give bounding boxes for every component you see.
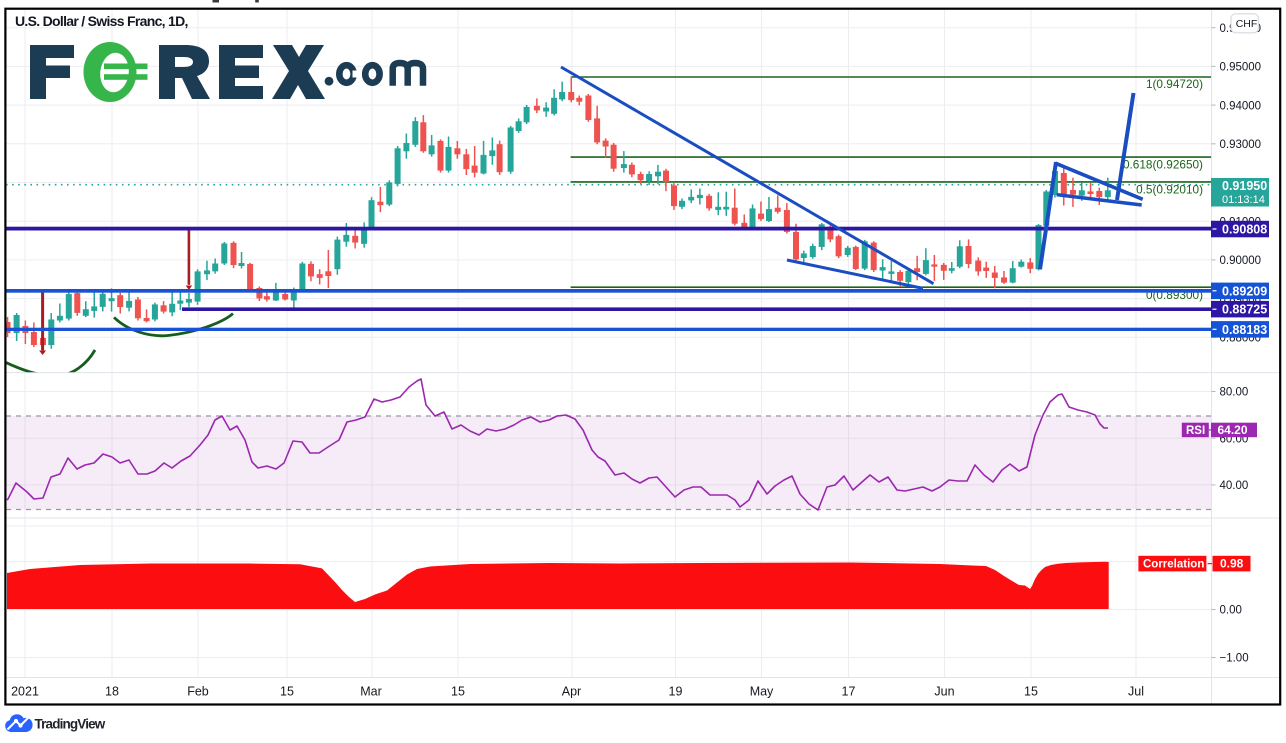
- svg-text:Jul: Jul: [1128, 685, 1144, 699]
- svg-text:0.94000: 0.94000: [1220, 100, 1262, 112]
- svg-text:15: 15: [451, 685, 465, 699]
- svg-text:0.00: 0.00: [1220, 605, 1242, 617]
- svg-text:Correlation: Correlation: [1143, 559, 1204, 571]
- svg-text:15: 15: [280, 685, 294, 699]
- svg-text:64.20: 64.20: [1218, 423, 1248, 437]
- svg-text:0.618(0.92650): 0.618(0.92650): [1123, 158, 1203, 172]
- svg-text:TradingView: TradingView: [35, 717, 106, 732]
- svg-text:01:13:14: 01:13:14: [1222, 194, 1265, 206]
- svg-text:1(0.94720): 1(0.94720): [1146, 77, 1203, 91]
- svg-text:0.98: 0.98: [1220, 557, 1244, 571]
- svg-text:May: May: [750, 685, 774, 699]
- svg-text:17: 17: [842, 685, 856, 699]
- svg-text:0.89209: 0.89209: [1222, 284, 1267, 298]
- svg-text:−1.00: −1.00: [1220, 653, 1249, 665]
- svg-text:18: 18: [105, 685, 119, 699]
- svg-text:80.00: 80.00: [1220, 387, 1249, 399]
- svg-text:15: 15: [1024, 685, 1038, 699]
- svg-text:40.00: 40.00: [1220, 480, 1249, 492]
- svg-text:0.91950: 0.91950: [1222, 179, 1267, 193]
- svg-text:Apr: Apr: [562, 685, 581, 699]
- svg-text:0.93000: 0.93000: [1220, 139, 1262, 151]
- svg-text:U.S. Dollar / Swiss Franc, 1D,: U.S. Dollar / Swiss Franc, 1D,: [15, 13, 188, 29]
- svg-text:2021: 2021: [11, 685, 39, 699]
- svg-text:0.95000: 0.95000: [1220, 62, 1262, 74]
- svg-text:0.88183: 0.88183: [1222, 323, 1267, 337]
- svg-text:0.90000: 0.90000: [1220, 255, 1262, 267]
- svg-text:Mar: Mar: [360, 685, 382, 699]
- svg-text:RSI: RSI: [1186, 425, 1205, 437]
- svg-text:19: 19: [669, 685, 683, 699]
- svg-text:CHF: CHF: [1236, 18, 1258, 30]
- svg-text:Jun: Jun: [934, 685, 954, 699]
- svg-text:0.90808: 0.90808: [1222, 223, 1267, 237]
- svg-text:Feb: Feb: [187, 685, 209, 699]
- svg-text:0.5(0.92010): 0.5(0.92010): [1136, 183, 1203, 197]
- svg-text:0.88725: 0.88725: [1222, 303, 1267, 317]
